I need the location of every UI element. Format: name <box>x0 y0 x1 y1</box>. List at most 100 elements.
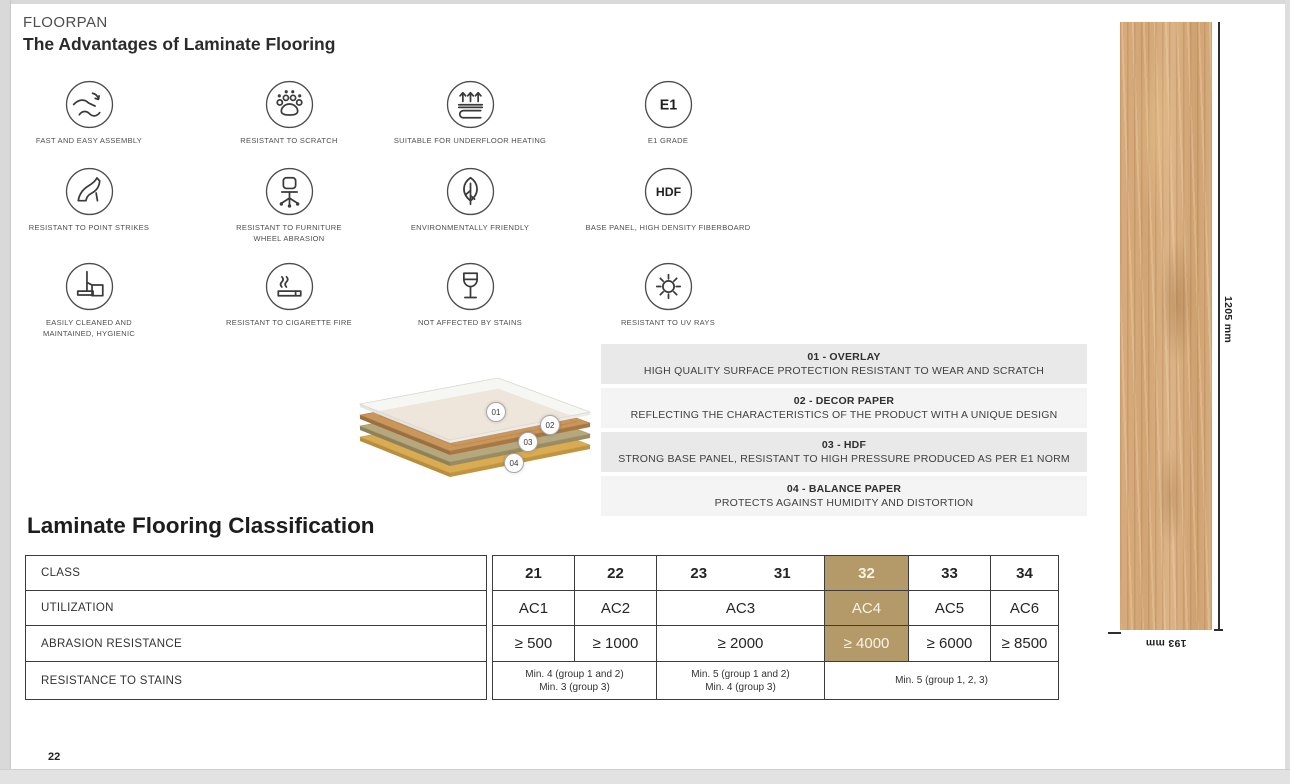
advantage-easy-cleaning: EASILY CLEANED AND MAINTAINED, HYGIENIC <box>4 262 174 339</box>
class-cell-34: 34 <box>991 556 1058 591</box>
layer-text: PROTECTS AGAINST HUMIDITY AND DISTORTION <box>714 497 974 509</box>
plank-length-label: 1205 mm <box>1222 296 1234 344</box>
stains-line: Min. 4 (group 3) <box>705 681 776 693</box>
layer-title: 04 - BALANCE PAPER <box>786 483 902 495</box>
advantage-cigarette-fire: RESISTANT TO CIGARETTE FIRE <box>204 262 374 329</box>
class-cell-31: 31 <box>773 564 791 582</box>
row-label-abrasion: ABRASION RESISTANCE <box>26 626 486 662</box>
page-number: 22 <box>48 751 61 763</box>
utilization-cell-ac1: AC1 <box>493 591 575 626</box>
abrasion-cell-2000: ≥ 2000 <box>657 626 825 662</box>
class-cell-21: 21 <box>493 556 575 591</box>
page-edge-left <box>0 0 11 784</box>
abrasion-cell-4000-highlighted: ≥ 4000 <box>825 626 909 662</box>
layer-description-balance-paper: 04 - BALANCE PAPER PROTECTS AGAINST HUMI… <box>601 476 1087 516</box>
layer-descriptions: 01 - OVERLAY HIGH QUALITY SURFACE PROTEC… <box>601 344 1087 520</box>
high-heel-icon <box>65 167 113 216</box>
svg-text:E1: E1 <box>659 98 677 114</box>
layer-title: 02 - DECOR PAPER <box>793 395 895 407</box>
advantage-label: E1 GRADE <box>647 136 689 145</box>
stains-line: Min. 4 (group 1 and 2) <box>525 668 624 680</box>
layer-badge-01: 01 <box>486 402 506 422</box>
advantage-label: BASE PANEL, HIGH DENSITY FIBERBOARD <box>585 223 751 232</box>
advantage-furniture-wheel: RESISTANT TO FURNITURE WHEEL ABRASION <box>204 167 374 244</box>
layer-badge-02: 02 <box>540 415 560 435</box>
advantage-label: SUITABLE FOR UNDERFLOOR HEATING <box>393 136 547 145</box>
layer-description-overlay: 01 - OVERLAY HIGH QUALITY SURFACE PROTEC… <box>601 344 1087 384</box>
advantage-label: RESISTANT TO SCRATCH <box>240 136 338 145</box>
advantage-label: EASILY CLEANED AND MAINTAINED, HYGIENIC <box>42 318 136 338</box>
advantage-label: NOT AFFECTED BY STAINS <box>417 318 523 327</box>
hdf-icon: HDF <box>644 167 692 216</box>
layer-description-decor-paper: 02 - DECOR PAPER REFLECTING THE CHARACTE… <box>601 388 1087 428</box>
advantage-label: ENVIRONMENTALLY FRIENDLY <box>410 223 530 232</box>
wine-glass-icon <box>446 262 494 311</box>
advantage-hdf-panel: HDF BASE PANEL, HIGH DENSITY FIBERBOARD <box>583 167 753 234</box>
leaf-icon <box>446 167 494 216</box>
sun-icon <box>644 262 692 311</box>
length-dimension-line <box>1218 22 1220 630</box>
layer-title: 01 - OVERLAY <box>807 351 881 363</box>
utilization-cell-ac5: AC5 <box>909 591 991 626</box>
advantage-stain-proof: NOT AFFECTED BY STAINS <box>385 262 555 329</box>
plank-photo <box>1120 22 1212 630</box>
row-label-stains: RESISTANCE TO STAINS <box>41 674 183 687</box>
assembly-icon <box>65 80 113 129</box>
underfloor-heating-icon <box>446 80 494 129</box>
advantage-label: RESISTANT TO POINT STRIKES <box>28 223 150 232</box>
layer-badge-03: 03 <box>518 432 538 452</box>
abrasion-cell-500: ≥ 500 <box>493 626 575 662</box>
advantage-scratch-resistant: RESISTANT TO SCRATCH <box>204 80 374 147</box>
class-cell-32-highlighted: 32 <box>825 556 909 591</box>
advantage-e1-grade: E1 E1 GRADE <box>583 80 753 147</box>
page-edge-bottom <box>0 769 1290 784</box>
advantage-label: FAST AND EASY ASSEMBLY <box>35 136 143 145</box>
classification-table: 21 22 23 31 32 33 34 AC1 AC2 AC3 AC4 AC5… <box>492 555 1059 700</box>
advantage-fast-assembly: FAST AND EASY ASSEMBLY <box>4 80 174 147</box>
advantage-label: RESISTANT TO UV RAYS <box>620 318 716 327</box>
paw-icon <box>265 80 313 129</box>
layer-badge-04: 04 <box>504 453 524 473</box>
stains-line: Min. 3 (group 3) <box>539 681 610 693</box>
classification-row-labels: CLASS UTILIZATION ABRASION RESISTANCE RE… <box>25 555 487 700</box>
row-label-utilization: UTILIZATION <box>26 591 486 626</box>
utilization-cell-ac2: AC2 <box>575 591 657 626</box>
class-cell-22: 22 <box>575 556 657 591</box>
advantage-label: RESISTANT TO CIGARETTE FIRE <box>226 318 352 327</box>
svg-text:HDF: HDF <box>655 185 681 199</box>
brand-name: FLOORPAN <box>23 14 108 31</box>
class-cell-23: 23 <box>690 564 708 582</box>
page-edge-top <box>0 0 1290 4</box>
abrasion-cell-6000: ≥ 6000 <box>909 626 991 662</box>
layer-text: HIGH QUALITY SURFACE PROTECTION RESISTAN… <box>643 365 1045 377</box>
advantage-uv-resistant: RESISTANT TO UV RAYS <box>583 262 753 329</box>
advantage-label: RESISTANT TO FURNITURE WHEEL ABRASION <box>236 223 342 243</box>
layer-title: 03 - HDF <box>821 439 867 451</box>
class-cell-33: 33 <box>909 556 991 591</box>
e1-grade-icon: E1 <box>644 80 692 129</box>
page-edge-right <box>1285 0 1290 784</box>
stains-cell-group-b: Min. 5 (group 1 and 2) Min. 4 (group 3) <box>657 662 825 699</box>
classification-title: Laminate Flooring Classification <box>27 513 375 538</box>
width-dimension-tick <box>1108 632 1121 634</box>
office-chair-icon <box>265 167 313 216</box>
advantage-point-strikes: RESISTANT TO POINT STRIKES <box>4 167 174 234</box>
layer-stack-diagram <box>358 377 592 477</box>
abrasion-cell-8500: ≥ 8500 <box>991 626 1058 662</box>
abrasion-cell-1000: ≥ 1000 <box>575 626 657 662</box>
advantage-eco-friendly: ENVIRONMENTALLY FRIENDLY <box>385 167 555 234</box>
advantage-underfloor-heating: SUITABLE FOR UNDERFLOOR HEATING <box>385 80 555 147</box>
utilization-cell-ac6: AC6 <box>991 591 1058 626</box>
stains-cell-group-a: Min. 4 (group 1 and 2) Min. 3 (group 3) <box>493 662 657 699</box>
length-dimension-tick <box>1214 629 1223 631</box>
row-label-class: CLASS <box>26 556 486 591</box>
cleaning-icon <box>65 262 113 311</box>
layer-text: REFLECTING THE CHARACTERISTICS OF THE PR… <box>630 409 1058 421</box>
header: FLOORPAN The Advantages of Laminate Floo… <box>23 14 335 55</box>
page-title: The Advantages of Laminate Flooring <box>23 34 336 54</box>
utilization-cell-ac3: AC3 <box>657 591 825 626</box>
layer-text: STRONG BASE PANEL, RESISTANT TO HIGH PRE… <box>618 453 1070 465</box>
stains-line: Min. 5 (group 1, 2, 3) <box>895 675 988 686</box>
plank-width-label: 193 mm <box>1145 637 1187 649</box>
utilization-cell-ac4-highlighted: AC4 <box>825 591 909 626</box>
